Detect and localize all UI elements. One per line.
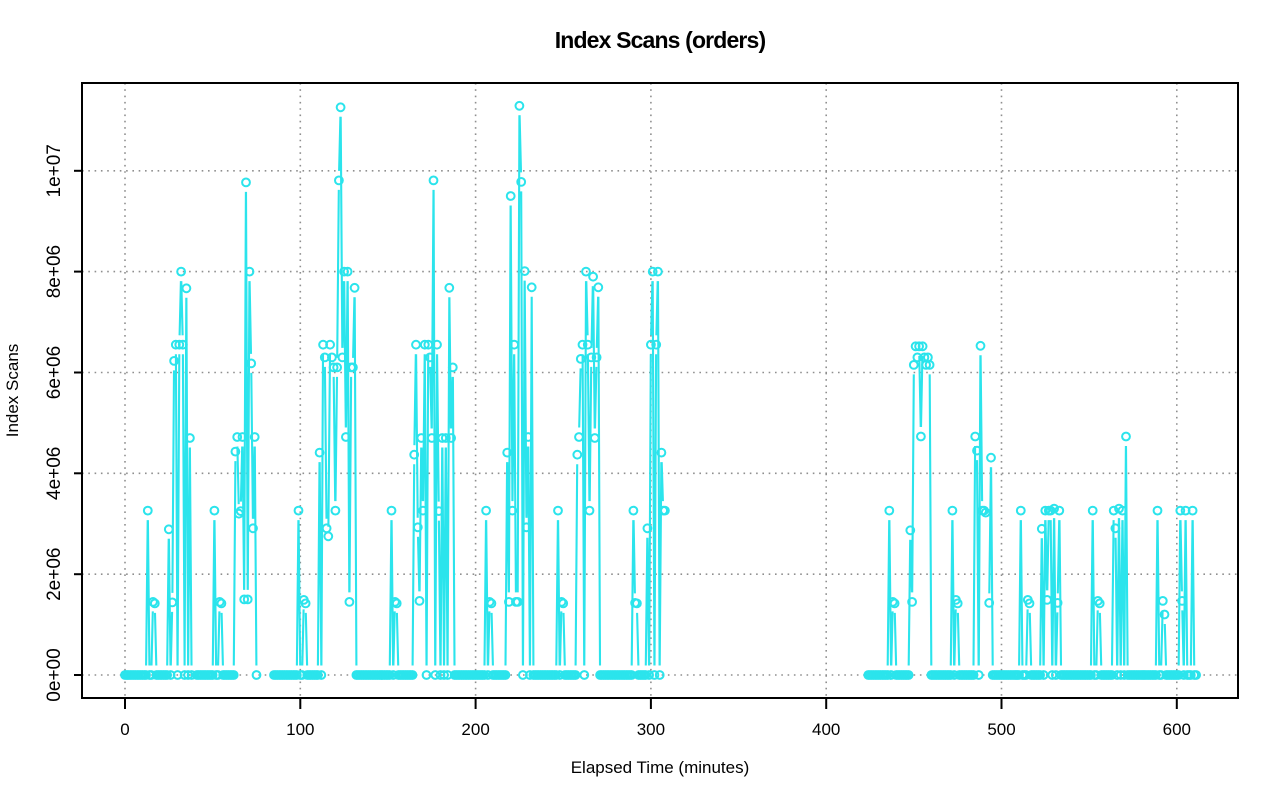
svg-text:600: 600 [1163,720,1191,739]
svg-text:300: 300 [637,720,665,739]
svg-text:2e+06: 2e+06 [44,548,65,601]
svg-text:100: 100 [286,720,314,739]
svg-text:4e+06: 4e+06 [44,447,65,500]
svg-text:400: 400 [812,720,840,739]
svg-text:200: 200 [461,720,489,739]
svg-text:1e+07: 1e+07 [44,144,65,197]
svg-text:500: 500 [987,720,1015,739]
svg-text:Index Scans: Index Scans [3,344,22,438]
svg-text:Index Scans (orders): Index Scans (orders) [555,27,766,53]
svg-text:6e+06: 6e+06 [44,346,65,399]
svg-text:0e+00: 0e+00 [44,648,65,701]
svg-text:Elapsed Time (minutes): Elapsed Time (minutes) [571,758,750,777]
svg-text:0: 0 [120,720,129,739]
svg-text:8e+06: 8e+06 [44,245,65,298]
